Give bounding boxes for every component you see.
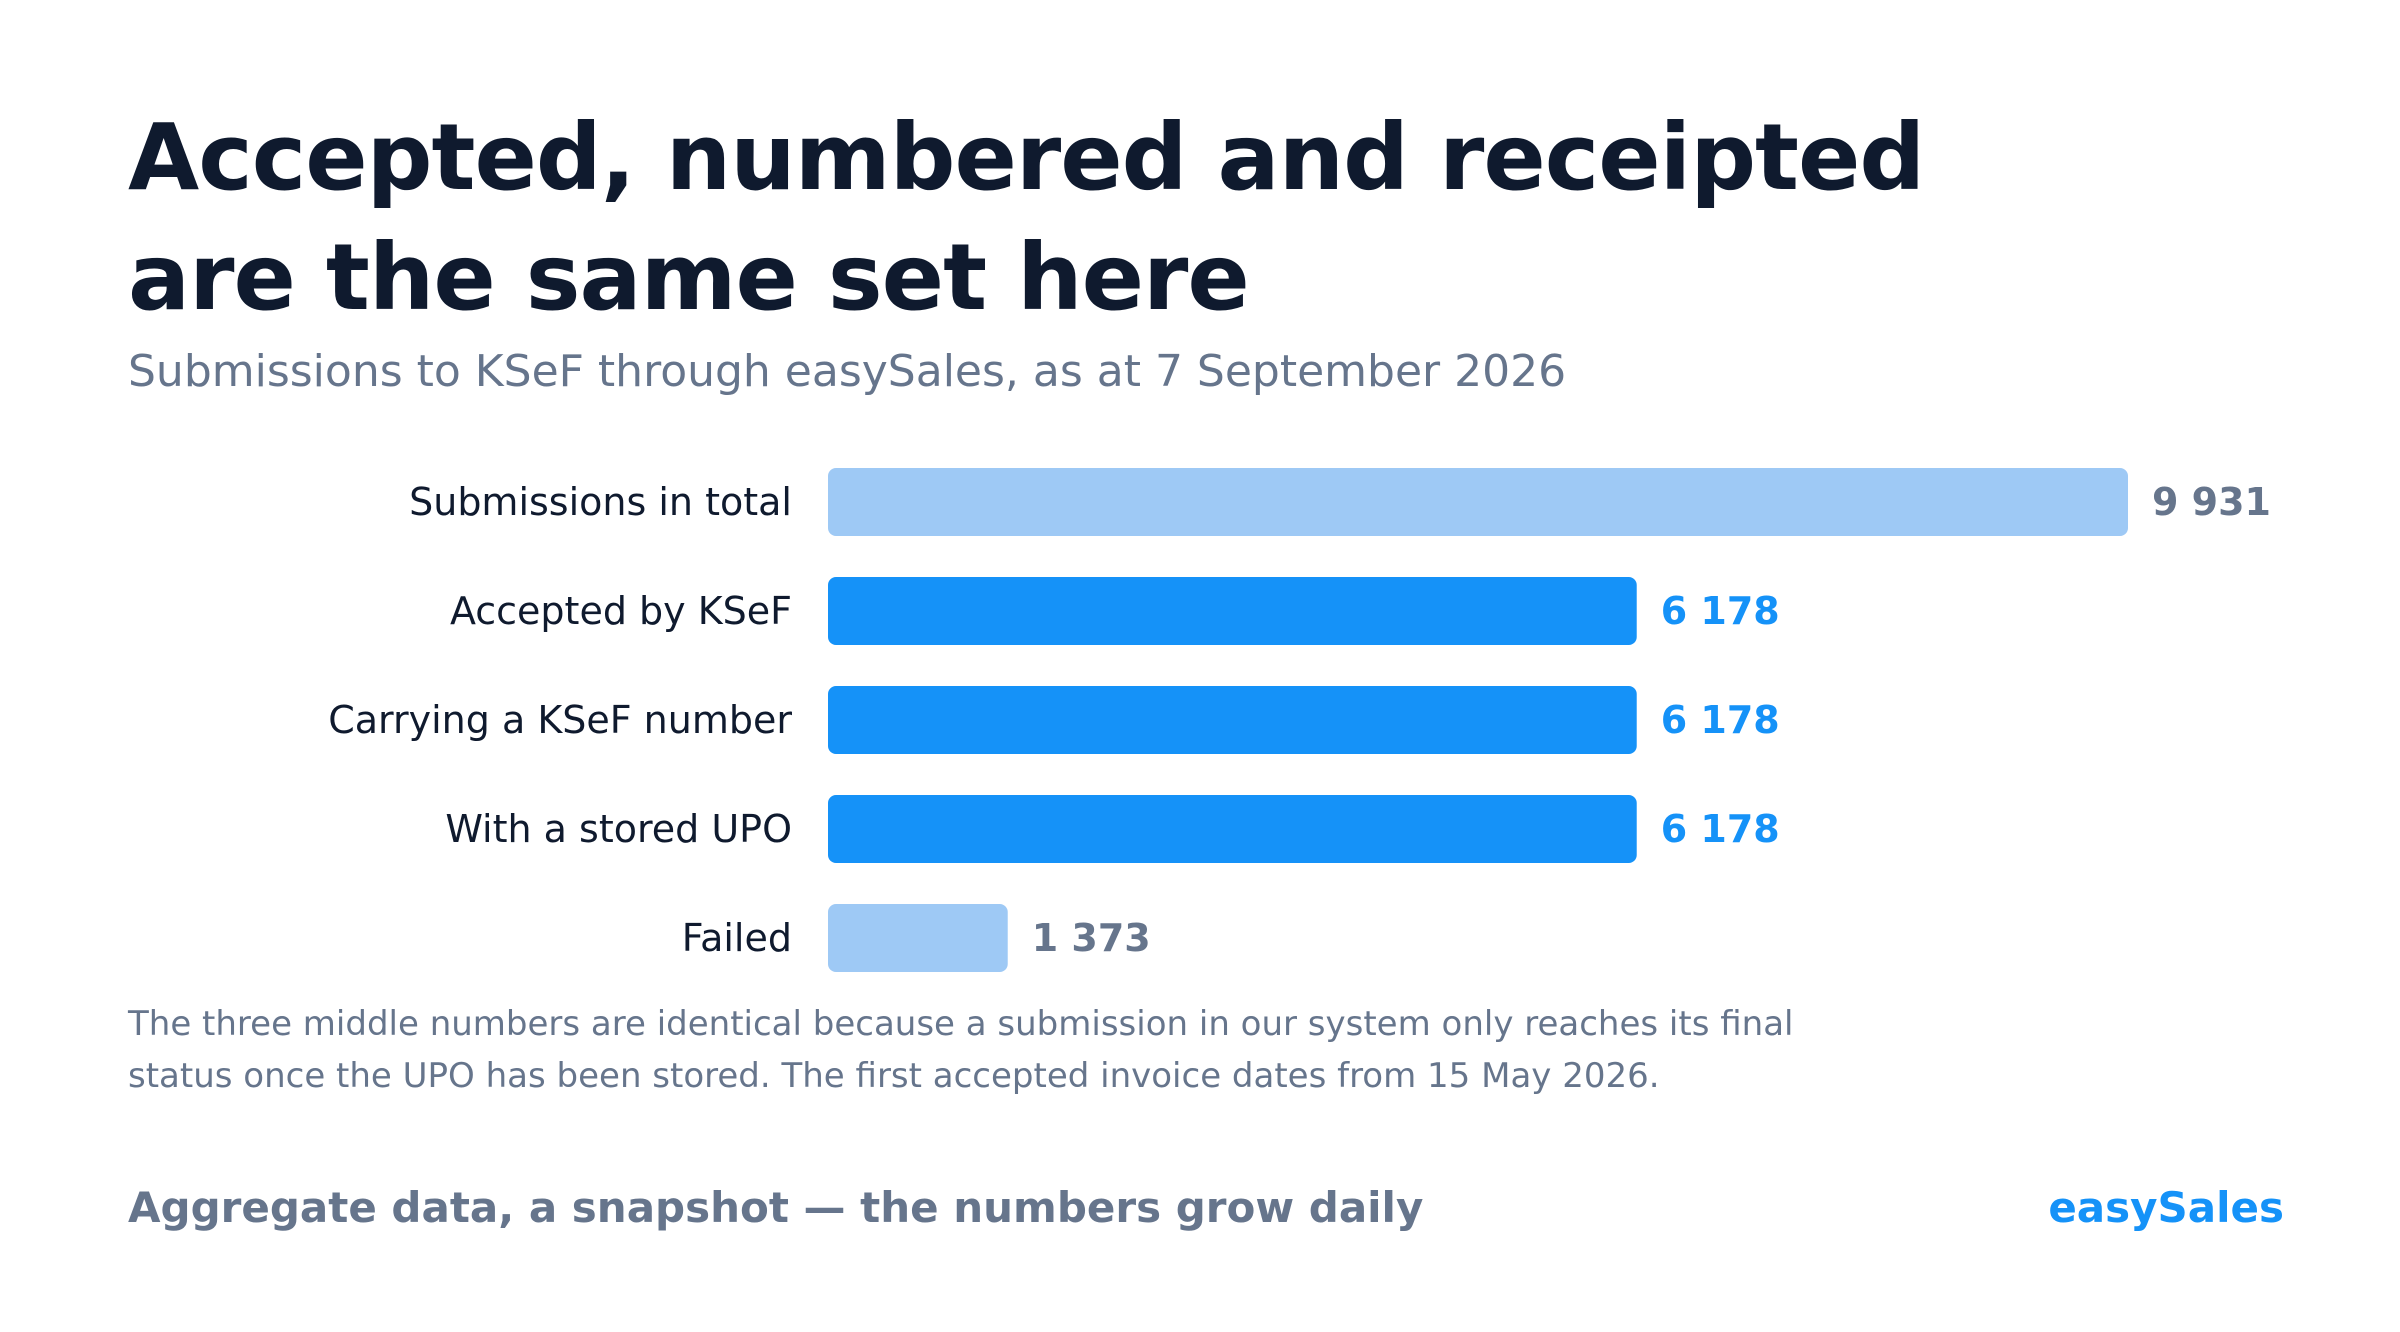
category-label: Accepted by KSeF	[450, 589, 792, 633]
bar	[828, 686, 1637, 754]
brand-logo: easySales	[2048, 1183, 2284, 1232]
category-label: With a stored UPO	[445, 807, 792, 851]
bar	[828, 468, 2128, 536]
value-label: 9 931	[2152, 480, 2271, 524]
value-label: 6 178	[1661, 807, 1780, 851]
category-label: Submissions in total	[409, 480, 792, 524]
value-label: 1 373	[1032, 916, 1151, 960]
bar	[828, 795, 1637, 863]
value-label: 6 178	[1661, 698, 1780, 742]
chart-title: Accepted, numbered and receipted are the…	[128, 104, 1925, 331]
chart-subtitle: Submissions to KSeF through easySales, a…	[128, 346, 1567, 397]
footnote: The three middle numbers are identical b…	[128, 1004, 1794, 1096]
bar	[828, 904, 1008, 972]
value-label: 6 178	[1661, 589, 1780, 633]
category-label: Failed	[682, 916, 792, 960]
bar	[828, 577, 1637, 645]
category-label: Carrying a KSeF number	[328, 698, 792, 742]
bar-chart: Submissions in total 9 931 Accepted by KSe…	[328, 468, 2271, 972]
footer-caption: Aggregate data, a snapshot — the numbers…	[128, 1183, 1424, 1232]
